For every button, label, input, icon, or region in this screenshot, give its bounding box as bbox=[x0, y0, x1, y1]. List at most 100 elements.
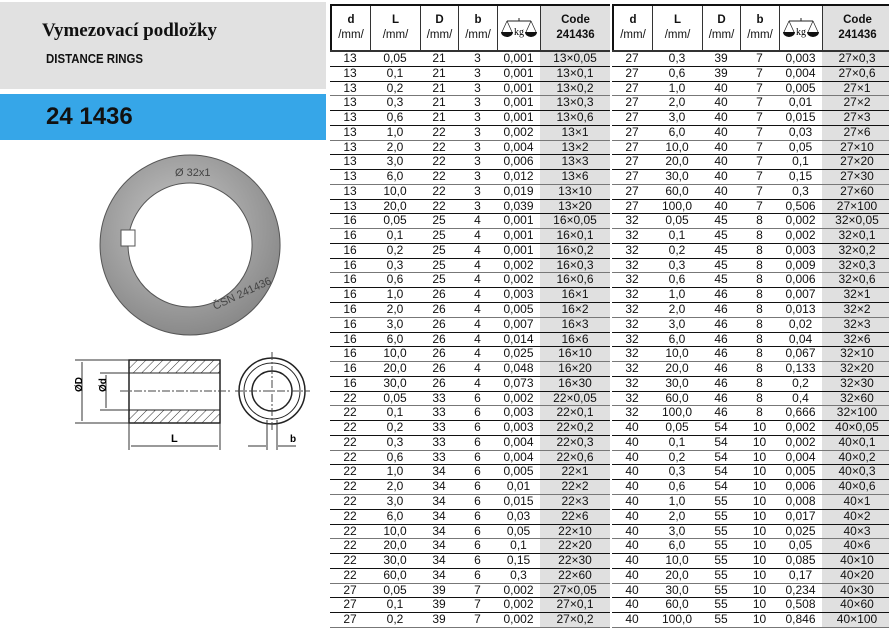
cell-weight: 0,001 bbox=[503, 228, 534, 243]
cell-weight: 0,007 bbox=[503, 316, 534, 331]
table-row: 22 10,0 34 6 0,05 22×10 bbox=[330, 524, 610, 540]
cell-d: 22 bbox=[343, 493, 357, 508]
cell-weight: 0,508 bbox=[785, 597, 816, 612]
cell-code: 40×2 bbox=[822, 509, 889, 524]
cell-code: 32×1 bbox=[822, 288, 889, 303]
cell-l: 1,0 bbox=[668, 493, 686, 508]
cell-l: 0,1 bbox=[386, 65, 404, 80]
cell-code: 16×0,6 bbox=[540, 273, 610, 288]
cell-code: 32×0,6 bbox=[822, 273, 889, 288]
cell-code: 32×0,1 bbox=[822, 229, 889, 243]
cell-b: 8 bbox=[756, 405, 763, 420]
cell-outer-d: 55 bbox=[714, 553, 728, 568]
cell-l: 20,0 bbox=[383, 361, 407, 376]
cell-d: 27 bbox=[343, 612, 357, 627]
table-row: 27 100,0 40 7 0,506 27×100 bbox=[612, 199, 889, 215]
table-row: 27 0,6 39 7 0,004 27×0,6 bbox=[612, 66, 889, 82]
cell-weight: 0,009 bbox=[785, 257, 816, 272]
table-row: 27 6,0 40 7 0,03 27×6 bbox=[612, 125, 889, 141]
cell-l: 0,1 bbox=[386, 597, 404, 612]
table-row: 22 3,0 34 6 0,015 22×3 bbox=[330, 495, 610, 510]
cell-b: 10 bbox=[752, 493, 767, 508]
table-row: 22 0,05 33 6 0,002 22×0,05 bbox=[330, 390, 610, 407]
cell-outer-d: 22 bbox=[432, 124, 446, 139]
cell-code: 13×10 bbox=[540, 184, 610, 199]
cell-b: 10 bbox=[752, 523, 767, 538]
cell-outer-d: 46 bbox=[714, 361, 728, 376]
cell-b: 6 bbox=[474, 449, 481, 464]
cell-outer-d: 26 bbox=[432, 346, 446, 361]
cell-d: 32 bbox=[625, 316, 639, 331]
cell-code: 16×3 bbox=[540, 317, 610, 332]
cell-l: 3,0 bbox=[668, 523, 686, 538]
cell-b: 3 bbox=[474, 95, 481, 110]
cell-b: 8 bbox=[756, 213, 763, 228]
header-weight: kg bbox=[497, 6, 540, 50]
header-d: d/mm/ bbox=[612, 6, 652, 50]
cell-code: 27×10 bbox=[822, 140, 889, 155]
table-row: 40 100,0 55 10 0,846 40×100 bbox=[612, 613, 889, 628]
cell-d: 16 bbox=[343, 242, 357, 257]
cell-weight: 0,004 bbox=[503, 449, 534, 464]
title-english: DISTANCE RINGS bbox=[46, 51, 144, 66]
cell-weight: 0,15 bbox=[506, 553, 531, 568]
cell-code: 13×6 bbox=[540, 170, 610, 184]
cell-code: 40×100 bbox=[822, 613, 889, 627]
cell-weight: 0,133 bbox=[785, 361, 816, 376]
cell-outer-d: 33 bbox=[432, 434, 446, 449]
cell-b: 6 bbox=[474, 405, 481, 420]
cell-l: 1,0 bbox=[386, 287, 404, 302]
length-label: L bbox=[171, 433, 178, 445]
cell-outer-d: 33 bbox=[432, 405, 446, 420]
cell-weight: 0,073 bbox=[503, 375, 534, 390]
cell-b: 8 bbox=[756, 375, 763, 390]
cell-weight: 0,002 bbox=[503, 597, 534, 612]
cell-d: 40 bbox=[625, 553, 639, 568]
cell-outer-d: 55 bbox=[714, 508, 728, 523]
cell-weight: 0,005 bbox=[503, 302, 534, 317]
cell-b: 8 bbox=[756, 346, 763, 361]
cell-code: 27×0,6 bbox=[822, 66, 889, 81]
cell-d: 16 bbox=[343, 228, 357, 243]
cell-outer-d: 45 bbox=[714, 242, 728, 257]
cell-d: 40 bbox=[625, 508, 639, 523]
cell-outer-d: 39 bbox=[714, 51, 728, 65]
cell-d: 16 bbox=[343, 375, 357, 390]
cell-d: 27 bbox=[625, 154, 639, 169]
cell-code: 27×3 bbox=[822, 111, 889, 125]
scale-icon: kg bbox=[501, 18, 537, 38]
cell-d: 32 bbox=[625, 405, 639, 420]
table-row: 27 2,0 40 7 0,01 27×2 bbox=[612, 96, 889, 112]
cell-l: 0,3 bbox=[668, 257, 686, 272]
cell-code: 40×0,6 bbox=[822, 480, 889, 494]
cell-l: 2,0 bbox=[386, 479, 404, 494]
table-row: 16 0,1 25 4 0,001 16×0,1 bbox=[330, 229, 610, 244]
table-row: 22 60,0 34 6 0,3 22×60 bbox=[330, 568, 610, 584]
table-row: 27 3,0 40 7 0,015 27×3 bbox=[612, 111, 889, 126]
cell-b: 8 bbox=[756, 287, 763, 302]
cell-l: 0,05 bbox=[383, 213, 407, 228]
cell-d: 16 bbox=[343, 213, 357, 228]
cell-l: 0,05 bbox=[383, 390, 407, 405]
cell-outer-d: 55 bbox=[714, 582, 728, 597]
table-row: 32 0,3 45 8 0,009 32×0,3 bbox=[612, 257, 889, 274]
table-row: 40 0,6 54 10 0,006 40×0,6 bbox=[612, 480, 889, 495]
cell-outer-d: 34 bbox=[432, 493, 446, 508]
cell-d: 40 bbox=[625, 538, 639, 553]
cell-weight: 0,001 bbox=[503, 95, 534, 110]
cell-l: 6,0 bbox=[668, 538, 686, 553]
cell-d: 40 bbox=[625, 597, 639, 612]
cell-d: 32 bbox=[625, 242, 639, 257]
cell-outer-d: 34 bbox=[432, 553, 446, 568]
title-czech: Vymezovací podložky bbox=[42, 20, 218, 41]
table-row: 27 30,0 40 7 0,15 27×30 bbox=[612, 170, 889, 185]
cell-d: 16 bbox=[343, 272, 357, 287]
cell-weight: 0,007 bbox=[785, 287, 816, 302]
cell-b: 3 bbox=[474, 110, 481, 125]
cell-b: 10 bbox=[752, 420, 767, 435]
table-row: 32 20,0 46 8 0,133 32×20 bbox=[612, 362, 889, 377]
cell-d: 16 bbox=[343, 302, 357, 317]
table-row: 16 20,0 26 4 0,048 16×20 bbox=[330, 362, 610, 377]
cell-code: 27×0,2 bbox=[540, 613, 610, 627]
cell-b: 7 bbox=[756, 110, 763, 125]
